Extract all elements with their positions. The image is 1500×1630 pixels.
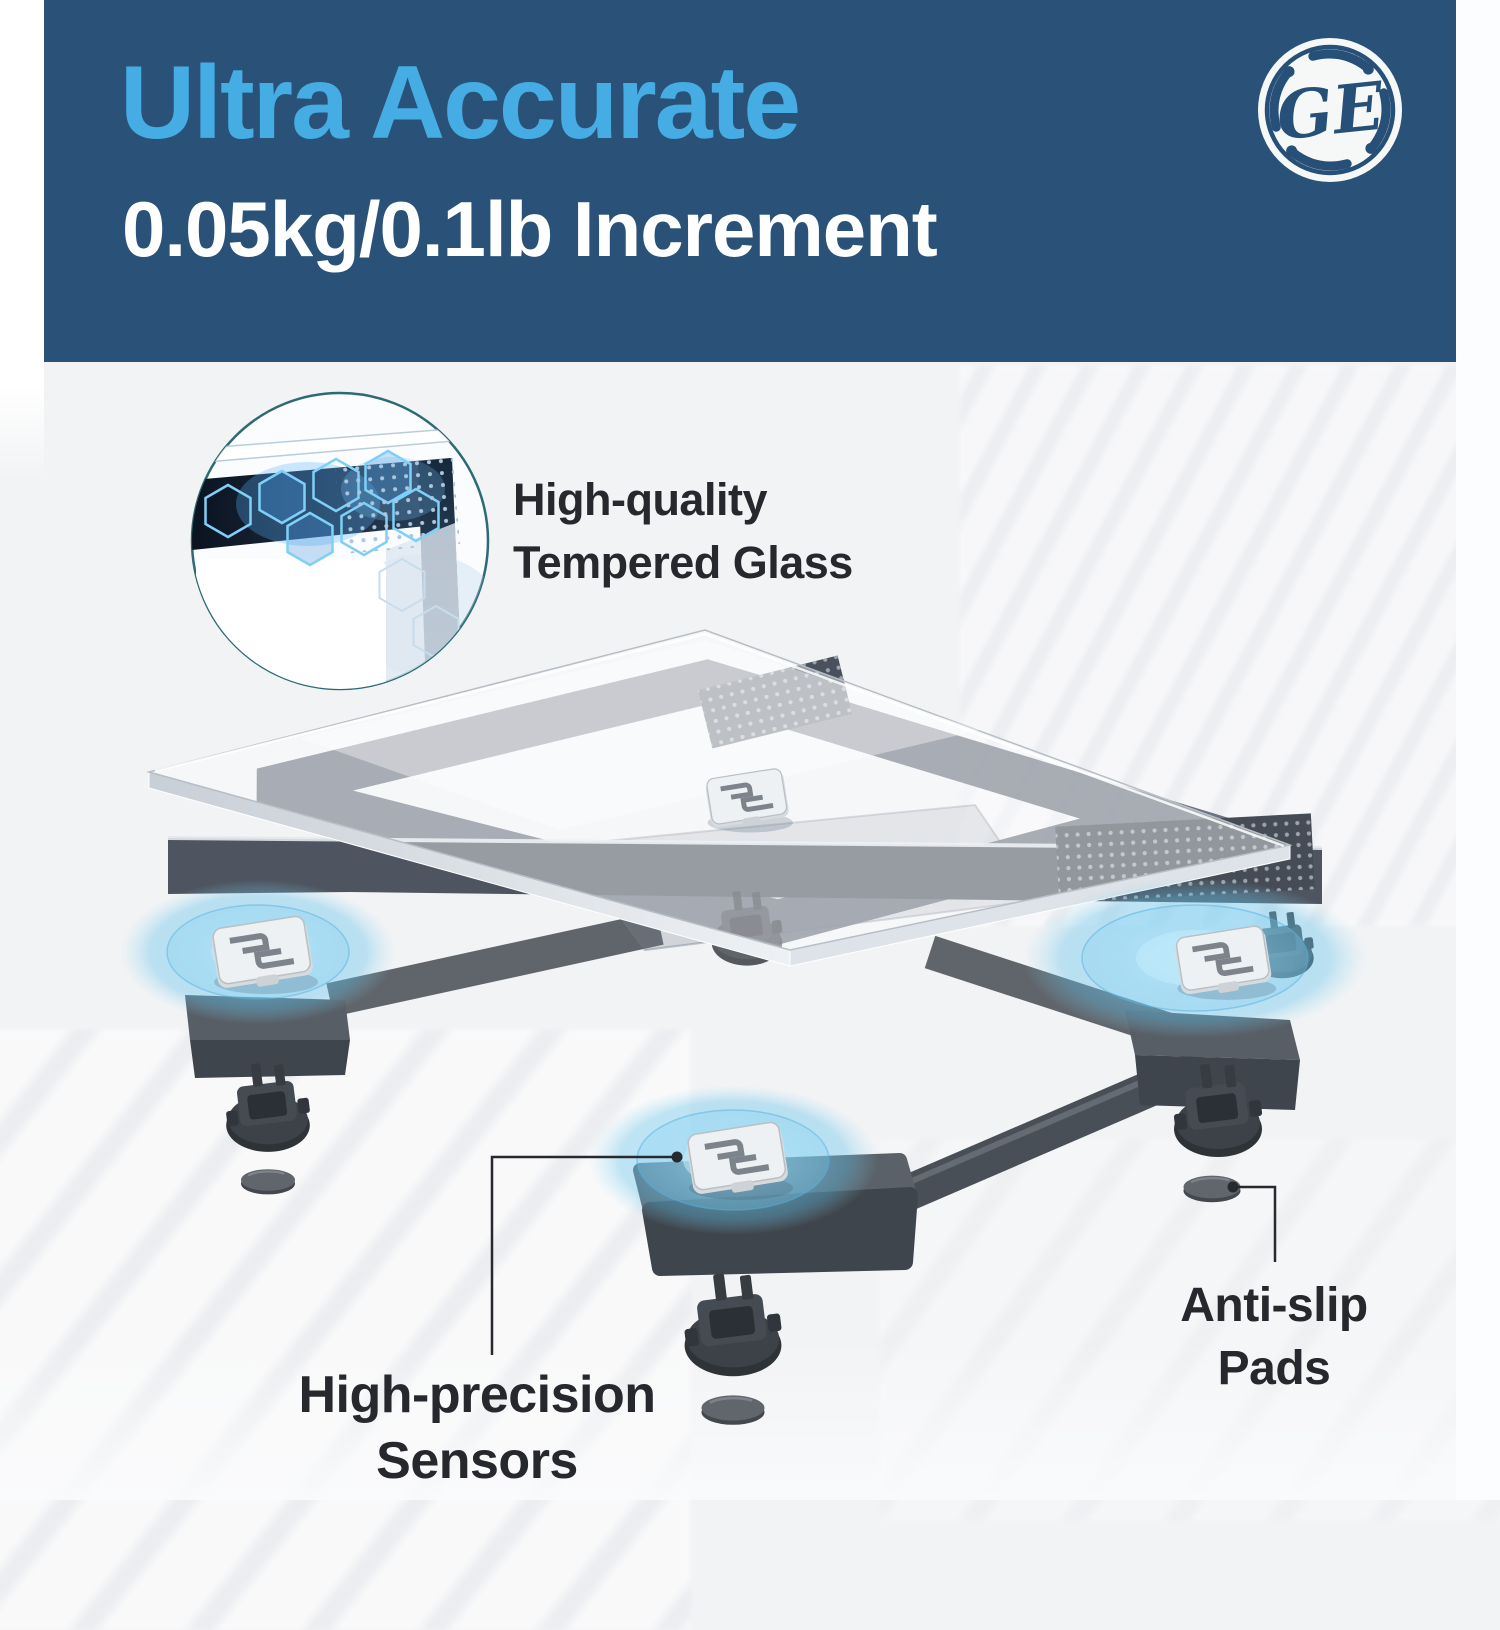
background-streaks-bottom-left	[0, 1030, 690, 1630]
magnifier-content	[192, 428, 488, 689]
high-precision-sensors-label-line1: High-precision	[298, 1366, 656, 1424]
tempered-glass-label-line1: High-quality	[513, 474, 767, 525]
header-banner: Ultra Accurate 0.05kg/0.1lb Increment	[44, 0, 1456, 362]
ge-logo-swirls	[1269, 49, 1391, 171]
tempered-glass-label: High-quality Tempered Glass	[513, 468, 853, 594]
base-right-block-side	[1135, 1055, 1300, 1110]
anti-slip-pads-label-line1: Anti-slip	[1180, 1279, 1368, 1332]
sensor-glow-left	[120, 880, 396, 1024]
background-streaks-top-right	[960, 366, 1460, 926]
glass-detail-magnifier	[190, 391, 490, 691]
anti-slip-pads-label-line2: Pads	[1217, 1342, 1331, 1395]
ge-logo-monogram: GE	[1273, 66, 1389, 155]
dot-grid-glow	[334, 456, 461, 555]
right-white-margin	[1456, 0, 1500, 1500]
base-right-block-top	[1125, 1010, 1300, 1060]
high-precision-sensors-label-line2: Sensors	[376, 1432, 578, 1490]
page-subtitle: 0.05kg/0.1lb Increment	[122, 185, 938, 273]
left-white-margin	[0, 0, 44, 480]
ge-logo-icon: GE	[1258, 38, 1402, 182]
high-precision-sensors-label: High-precision Sensors	[237, 1362, 717, 1494]
tempered-glass-label-line2: Tempered Glass	[513, 537, 853, 588]
ge-logo-ring	[1264, 44, 1396, 176]
scale-surface-corner	[196, 559, 386, 689]
page-title: Ultra Accurate	[120, 45, 801, 161]
anti-slip-pads-label: Anti-slip Pads	[1128, 1274, 1420, 1400]
dot-grid-patch-top	[697, 655, 853, 749]
